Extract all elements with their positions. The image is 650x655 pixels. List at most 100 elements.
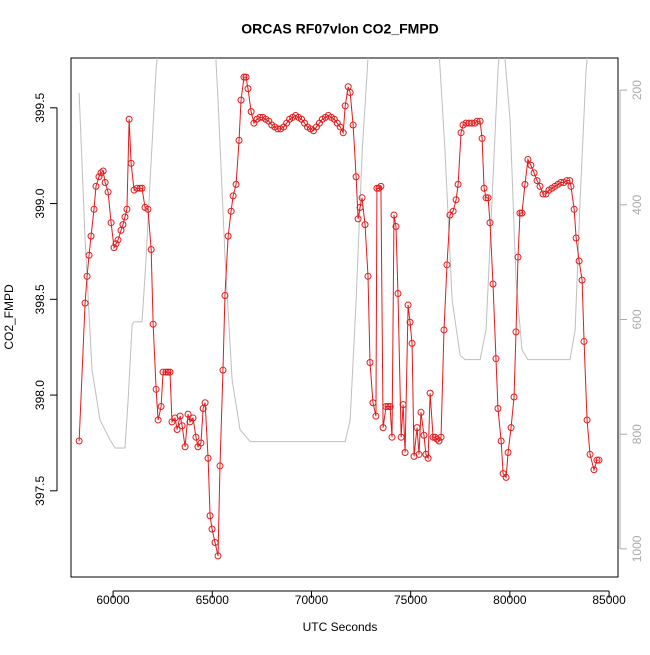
x-tick-label: 85000 [592,593,626,607]
data-point [221,291,229,299]
data-point [494,404,502,412]
data-point [92,182,100,190]
x-tick-label: 65000 [196,593,230,607]
data-point [114,236,122,244]
data-point [356,203,364,211]
y2-tick-label: 400 [630,194,644,214]
data-point [424,454,432,462]
data-point [256,113,264,121]
data-point [399,401,407,409]
data-point [440,326,448,334]
data-point [536,182,544,190]
data-point [373,184,381,192]
x-tick-label: 60000 [96,593,130,607]
data-point [482,194,490,202]
data-point [397,433,405,441]
data-point [377,182,385,190]
data-point [112,240,120,248]
data-point [97,169,105,177]
data-point [521,180,529,188]
data-point [240,73,248,81]
plot-area [75,58,603,560]
data-point [229,192,237,200]
data-point [85,251,93,259]
data-point [433,435,441,443]
data-point [247,108,255,116]
x-axis-label: UTC Seconds [303,620,378,634]
data-point [533,177,541,185]
data-point [349,121,357,129]
data-point [504,449,512,457]
data-point [449,207,457,215]
x-tick-label: 80000 [493,593,527,607]
data-point [366,359,374,367]
data-point [232,180,240,188]
data-point [375,184,383,192]
data-point [567,182,575,190]
data-point [502,473,510,481]
data-point [572,234,580,242]
y2-tick-label: 800 [630,424,644,444]
data-point [173,426,181,434]
data-point [119,221,127,229]
data-point [404,301,412,309]
data-point [154,416,162,424]
data-point [524,156,532,164]
data-point [147,246,155,254]
data-point [181,443,189,451]
y2-tick-label: 200 [630,80,644,100]
data-point [144,205,152,213]
x-tick-label: 75000 [394,593,428,607]
data-point [242,73,250,81]
data-point [214,552,222,560]
data-point [127,159,135,167]
data-point [401,449,409,457]
data-point [429,433,437,441]
data-point [527,161,535,169]
data-point [110,244,118,252]
data-point [406,318,414,326]
y-tick-label: 398.0 [33,380,47,410]
x-tick-label: 70000 [295,593,329,607]
data-point [87,232,95,240]
data-point [379,424,387,432]
data-point [125,115,133,123]
data-point [530,169,538,177]
data-point [510,393,518,401]
data-point [454,180,462,188]
data-point [417,408,425,416]
data-point [437,433,445,441]
data-point [408,339,416,347]
data-point [539,190,547,198]
data-point [497,437,505,445]
data-point [413,424,421,432]
data-point [358,194,366,202]
y2-tick-label: 1000 [630,535,644,562]
data-point [235,136,243,144]
data-point [339,129,347,137]
data-point [149,320,157,328]
data-point [95,173,103,181]
data-point [473,117,481,125]
data-point [192,433,200,441]
data-point [189,414,197,422]
data-point [563,177,571,185]
data-point [274,125,282,133]
data-point [492,355,500,363]
data-point [104,188,112,196]
data-point [354,215,362,223]
data-point [123,205,131,213]
data-point [81,299,89,307]
data-point [176,412,184,420]
data-point [157,403,165,411]
data-point [184,410,192,418]
data-point [394,290,402,298]
data-point [392,223,400,231]
data-point [384,403,392,411]
data-point [575,257,583,265]
data-point [443,261,451,269]
data-point [166,368,174,376]
data-point [178,422,186,430]
data-point [136,184,144,192]
